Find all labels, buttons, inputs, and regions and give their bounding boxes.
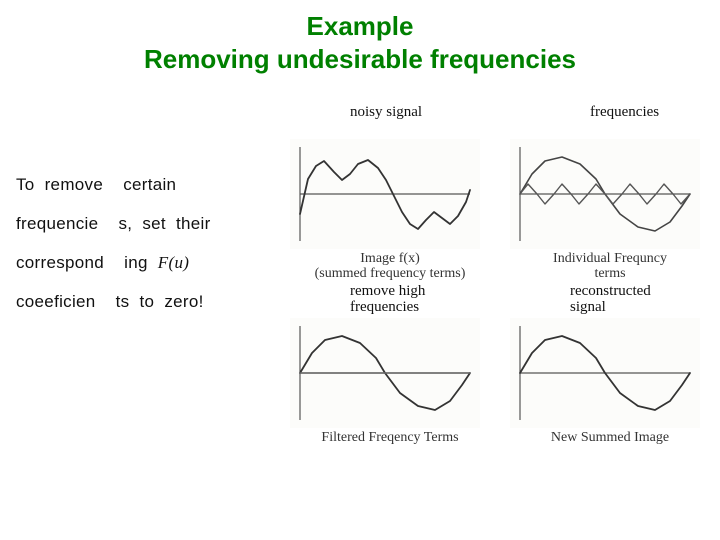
label-frequencies: frequencies — [510, 105, 710, 137]
svg-filtered — [290, 318, 480, 428]
title-line-1: Example — [307, 11, 414, 41]
title-line-2: Removing undesirable frequencies — [144, 44, 576, 74]
slide-title: Example Removing undesirable frequencies — [0, 0, 720, 75]
caption-freqs: Individual Frequncy terms — [510, 251, 710, 282]
svg-recon — [510, 318, 700, 428]
t-r4b: ts to zero! — [116, 292, 204, 311]
chart-noisy-signal: Image f(x) (summed frequency terms) — [290, 139, 490, 282]
svg-freqs — [510, 139, 700, 249]
left-description: To remove certain frequencie s, set thei… — [16, 165, 211, 321]
svg-noisy — [290, 139, 480, 249]
caption-noisy: Image f(x) (summed frequency terms) — [290, 251, 490, 282]
chart-filtered: Filtered Freqency Terms — [290, 318, 490, 445]
chart-reconstructed: New Summed Image — [510, 318, 710, 445]
label-noisy-signal: noisy signal — [290, 105, 490, 137]
label-reconstructed: reconstructed signal — [510, 284, 710, 316]
content-area: To remove certain frequencie s, set thei… — [0, 75, 720, 535]
caption-filtered: Filtered Freqency Terms — [290, 430, 490, 445]
chart-grid: noisy signal frequencies Image f(x) (sum… — [290, 105, 710, 445]
t-r1a: To remove — [16, 175, 103, 194]
chart-frequencies: Individual Frequncy terms — [510, 139, 710, 282]
label-remove-high: remove high frequencies — [290, 284, 490, 316]
t-r3a: correspond — [16, 253, 104, 272]
t-r4a: coeeficien — [16, 292, 96, 311]
caption-recon: New Summed Image — [510, 430, 710, 445]
t-r1b: certain — [123, 175, 176, 194]
t-r2b: s, set their — [118, 214, 210, 233]
formula-fu: F(u) — [158, 253, 189, 272]
t-r3b: ing — [124, 253, 158, 272]
t-r2a: frequencie — [16, 214, 98, 233]
